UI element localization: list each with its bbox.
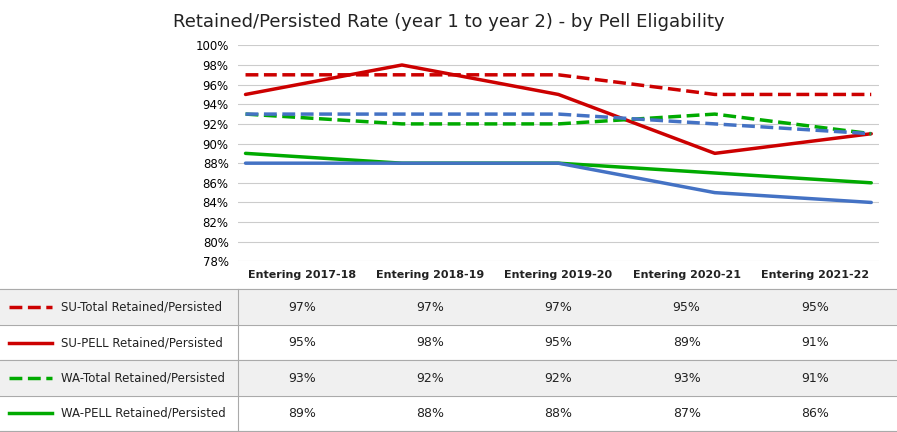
Text: 92%: 92% bbox=[544, 372, 572, 384]
Text: 92%: 92% bbox=[416, 372, 444, 384]
Text: WA-PELL Retained/Persisted: WA-PELL Retained/Persisted bbox=[61, 407, 226, 420]
Text: SU-Total Retained/Persisted: SU-Total Retained/Persisted bbox=[61, 301, 222, 314]
Text: 88%: 88% bbox=[416, 407, 444, 420]
Text: SU-PELL Retained/Persisted: SU-PELL Retained/Persisted bbox=[61, 336, 222, 349]
Text: 93%: 93% bbox=[288, 372, 316, 384]
Text: 97%: 97% bbox=[416, 301, 444, 314]
Text: 91%: 91% bbox=[801, 372, 829, 384]
Text: 93%: 93% bbox=[673, 372, 701, 384]
Text: Retained/Persisted Rate (year 1 to year 2) - by Pell Eligability: Retained/Persisted Rate (year 1 to year … bbox=[173, 13, 724, 31]
Text: 87%: 87% bbox=[673, 407, 701, 420]
Text: 88%: 88% bbox=[544, 407, 572, 420]
Text: 97%: 97% bbox=[544, 301, 572, 314]
Text: 86%: 86% bbox=[801, 407, 829, 420]
Text: 89%: 89% bbox=[288, 407, 316, 420]
Text: WA-Total Retained/Persisted: WA-Total Retained/Persisted bbox=[61, 372, 225, 384]
Text: 98%: 98% bbox=[416, 336, 444, 349]
Text: 91%: 91% bbox=[801, 336, 829, 349]
Text: Entering 2021-22: Entering 2021-22 bbox=[761, 270, 869, 280]
Text: Entering 2020-21: Entering 2020-21 bbox=[632, 270, 741, 280]
Text: 95%: 95% bbox=[288, 336, 316, 349]
Text: 95%: 95% bbox=[673, 301, 701, 314]
Text: Entering 2018-19: Entering 2018-19 bbox=[376, 270, 484, 280]
Text: 95%: 95% bbox=[801, 301, 829, 314]
Text: Entering 2017-18: Entering 2017-18 bbox=[248, 270, 356, 280]
Text: 89%: 89% bbox=[673, 336, 701, 349]
Text: 97%: 97% bbox=[288, 301, 316, 314]
Text: 95%: 95% bbox=[544, 336, 572, 349]
Text: Entering 2019-20: Entering 2019-20 bbox=[504, 270, 613, 280]
